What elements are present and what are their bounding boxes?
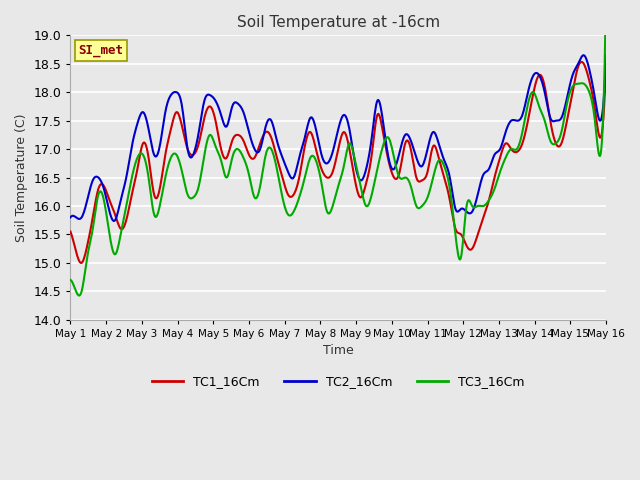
- X-axis label: Time: Time: [323, 344, 354, 357]
- Title: Soil Temperature at -16cm: Soil Temperature at -16cm: [237, 15, 440, 30]
- Text: SI_met: SI_met: [79, 44, 124, 57]
- Y-axis label: Soil Temperature (C): Soil Temperature (C): [15, 113, 28, 242]
- Legend: TC1_16Cm, TC2_16Cm, TC3_16Cm: TC1_16Cm, TC2_16Cm, TC3_16Cm: [147, 370, 530, 393]
